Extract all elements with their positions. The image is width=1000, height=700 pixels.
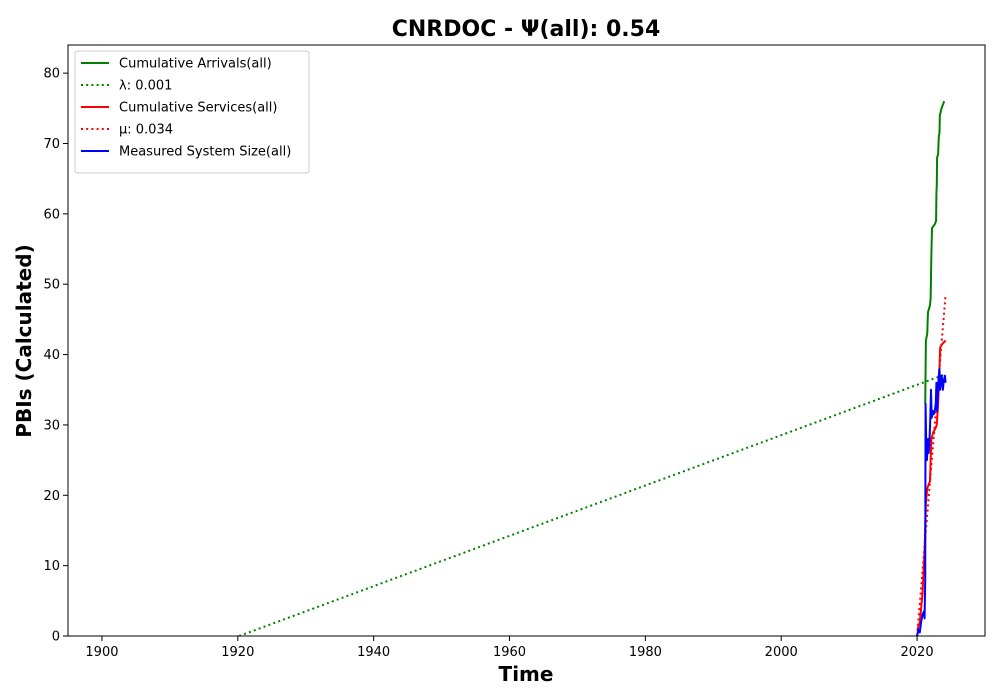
y-tick-label: 0: [52, 630, 60, 645]
plot-content: [238, 100, 947, 636]
legend-label: λ: 0.001: [119, 79, 172, 94]
series-line-3: [916, 339, 947, 630]
y-tick-label: 10: [43, 559, 60, 574]
legend-label: Measured System Size(all): [119, 145, 291, 160]
x-tick-label: 1900: [85, 645, 118, 660]
x-tick-label: 1960: [493, 645, 526, 660]
chart-title: CNRDOC - Ψ(all): 0.54: [392, 17, 661, 42]
y-tick-label: 40: [43, 348, 60, 363]
y-tick-label: 30: [43, 418, 60, 433]
legend: Cumulative Arrivals(all) λ: 0.001 Cumulati…: [74, 50, 310, 174]
series-line-5: [916, 367, 947, 636]
legend-label: μ: 0.034: [119, 123, 173, 138]
y-tick-label: 20: [43, 489, 60, 504]
legend-box: [74, 50, 310, 174]
x-axis-ticks: 1900 1920 1940 1960 1980 2000 2020: [85, 636, 934, 660]
y-axis-ticks: 0 10 20 30 40 50 60 70 80: [43, 67, 68, 645]
legend-label: Cumulative Services(all): [119, 101, 277, 116]
y-tick-label: 60: [43, 207, 60, 222]
y-tick-label: 50: [43, 278, 60, 293]
x-tick-label: 1980: [629, 645, 662, 660]
x-tick-label: 2000: [765, 645, 798, 660]
legend-label: Cumulative Arrivals(all): [119, 57, 272, 72]
series-line-1: [924, 100, 946, 404]
y-tick-label: 70: [43, 137, 60, 152]
x-axis-label: Time: [499, 662, 554, 686]
plot-frame: [67, 44, 986, 637]
x-tick-label: 2020: [901, 645, 934, 660]
series-line-2: [238, 373, 946, 636]
y-tick-label: 80: [43, 67, 60, 82]
x-tick-label: 1920: [221, 645, 254, 660]
x-tick-label: 1940: [357, 645, 390, 660]
y-axis-label: PBIs (Calculated): [12, 244, 36, 437]
